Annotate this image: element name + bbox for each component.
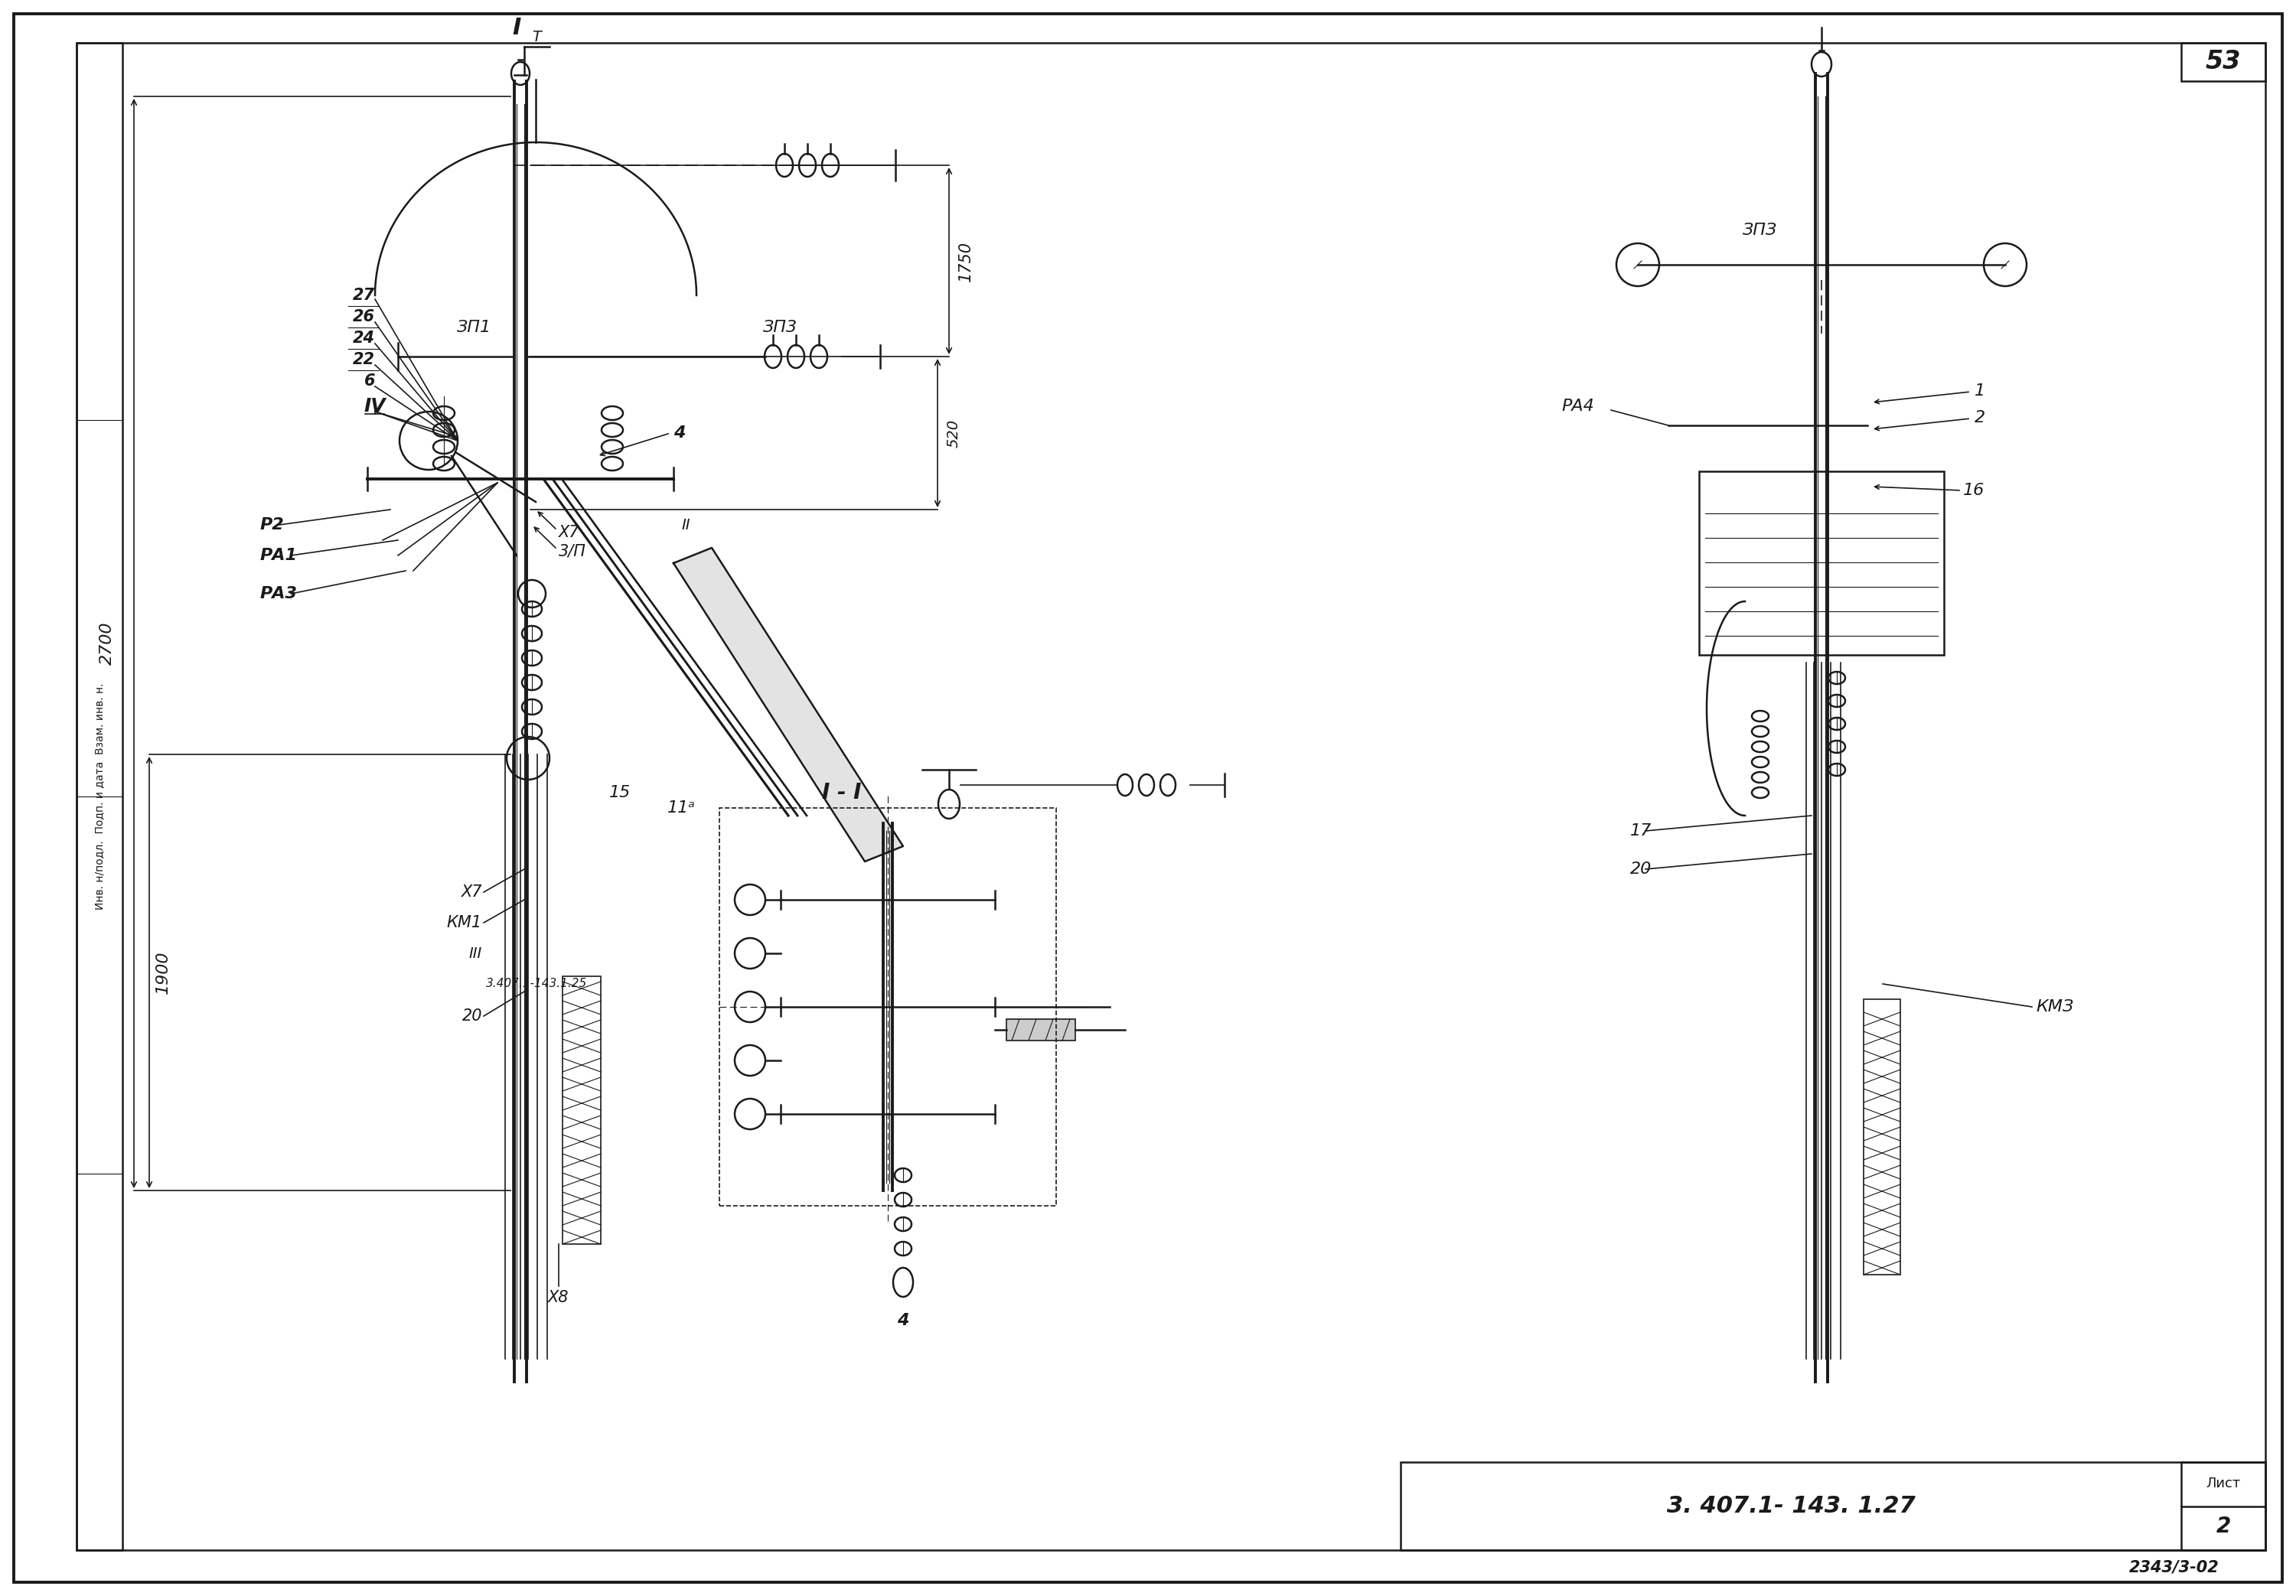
Text: ЗПЗ: ЗПЗ xyxy=(1743,223,1777,238)
Text: 520: 520 xyxy=(946,418,962,447)
Text: Х8: Х8 xyxy=(549,1290,569,1306)
Text: III: III xyxy=(468,946,482,961)
Text: РА1: РА1 xyxy=(259,547,298,563)
Text: 3. 407.1- 143. 1.27: 3. 407.1- 143. 1.27 xyxy=(1667,1495,1915,1518)
Text: 6: 6 xyxy=(363,373,374,389)
Bar xyxy=(719,808,1056,1207)
Bar xyxy=(1006,1020,1075,1041)
Bar xyxy=(1699,471,1945,654)
Text: 11ᵃ: 11ᵃ xyxy=(666,800,696,816)
Bar xyxy=(2181,1462,2266,1550)
Text: 20: 20 xyxy=(1630,862,1651,876)
Bar xyxy=(76,43,122,1550)
Text: РА3: РА3 xyxy=(259,586,298,602)
Text: 2: 2 xyxy=(1975,410,1986,426)
Bar xyxy=(1864,999,1901,1275)
Text: 17: 17 xyxy=(1630,824,1651,838)
Text: 3/П: 3/П xyxy=(558,544,585,559)
Text: 4: 4 xyxy=(898,1314,909,1328)
Bar xyxy=(2181,43,2266,81)
Text: КМ1: КМ1 xyxy=(448,915,482,930)
Text: 24: 24 xyxy=(354,330,374,346)
Text: 2700: 2700 xyxy=(99,622,115,666)
Bar xyxy=(1401,1462,2266,1550)
Text: Р2: Р2 xyxy=(259,517,285,533)
Text: 2343/3-02: 2343/3-02 xyxy=(2128,1559,2220,1575)
Text: 20: 20 xyxy=(461,1009,482,1023)
Text: Х7: Х7 xyxy=(461,884,482,900)
Bar xyxy=(563,977,602,1243)
Text: Лист: Лист xyxy=(2206,1476,2241,1491)
Text: 2: 2 xyxy=(2216,1516,2232,1537)
Text: Х7: Х7 xyxy=(558,525,579,539)
Text: 27: 27 xyxy=(354,287,374,303)
Text: 4: 4 xyxy=(673,426,684,440)
Polygon shape xyxy=(673,547,902,862)
Text: ЗП1: ЗП1 xyxy=(457,319,491,335)
Text: 16: 16 xyxy=(1963,482,1984,498)
Text: I - I: I - I xyxy=(822,782,861,803)
Text: 15: 15 xyxy=(608,785,631,800)
Text: Инв. н/подл.  Подп. и дата  Взам. инв. н.: Инв. н/подл. Подп. и дата Взам. инв. н. xyxy=(94,683,106,910)
Text: РА4: РА4 xyxy=(1561,399,1593,413)
Text: 1750: 1750 xyxy=(957,241,974,281)
Text: 3.407.1-143.1.25: 3.407.1-143.1.25 xyxy=(487,978,588,990)
Text: 1: 1 xyxy=(1975,383,1986,399)
Text: ЗП3: ЗП3 xyxy=(762,319,799,335)
Text: КМЗ: КМЗ xyxy=(2037,999,2073,1015)
Text: 26: 26 xyxy=(354,310,374,324)
Text: I: I xyxy=(512,18,521,38)
Text: 1900: 1900 xyxy=(156,951,170,994)
Text: 53: 53 xyxy=(2206,49,2241,75)
Text: II: II xyxy=(682,517,689,531)
Text: T: T xyxy=(533,30,542,45)
Text: IV: IV xyxy=(365,397,386,415)
Text: 22: 22 xyxy=(354,353,374,367)
